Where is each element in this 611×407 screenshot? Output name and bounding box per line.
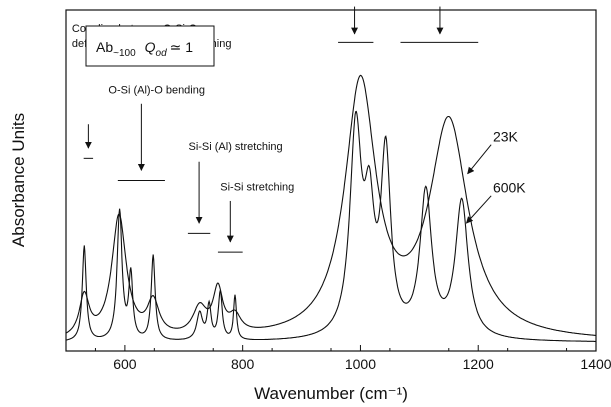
annotation-text: Si-Si stretching — [220, 182, 294, 194]
annotation-2: O-Si (Al)-O bending — [108, 85, 205, 181]
x-tick-label: 1200 — [463, 356, 494, 372]
series-label-23k: 23K — [493, 128, 519, 144]
series-label-600k: 600K — [493, 179, 526, 195]
legend-q-value: ≃ 1 — [170, 39, 194, 55]
x-tick-label: 1400 — [580, 356, 611, 372]
pointer-arrows — [465, 144, 492, 224]
annotation-4: Si-Si stretching — [217, 182, 294, 253]
legend-q: Q — [145, 39, 156, 55]
legend-sample: Ab — [96, 39, 113, 55]
x-tick-label: 1000 — [345, 356, 376, 372]
x-axis-ticks: 600 800 1000 1200 1400 — [94, 345, 611, 372]
series-layer — [65, 74, 596, 342]
series-pointer-arrow-2 — [465, 195, 492, 224]
series-line-1 — [65, 110, 596, 342]
legend-frame — [85, 25, 215, 67]
annotation-5: Si (Al)-O stretching — [338, 6, 374, 43]
annotation-3: Si-Si (Al) stretching — [187, 141, 283, 234]
series-line-2 — [65, 74, 596, 336]
legend-box: Ab~100 Qod ≃ 1 — [85, 25, 215, 67]
annotation-text: O-Si (Al)-O bending — [108, 85, 205, 97]
series-labels: 23K 600K — [493, 128, 526, 195]
series-pointer-arrow-1 — [467, 144, 492, 175]
legend-sample-sub: ~100 — [113, 48, 136, 59]
y-axis-title: Absorbance Units — [9, 113, 28, 247]
annotation-6: Si-O stretching — [400, 6, 479, 43]
x-tick-label: 600 — [113, 356, 137, 372]
legend-q-sub: od — [156, 48, 168, 59]
x-tick-label: 800 — [231, 356, 255, 372]
x-axis-title: Wavenumber (cm⁻¹) — [254, 384, 408, 403]
annotation-text: Si-Si (Al) stretching — [188, 141, 282, 153]
